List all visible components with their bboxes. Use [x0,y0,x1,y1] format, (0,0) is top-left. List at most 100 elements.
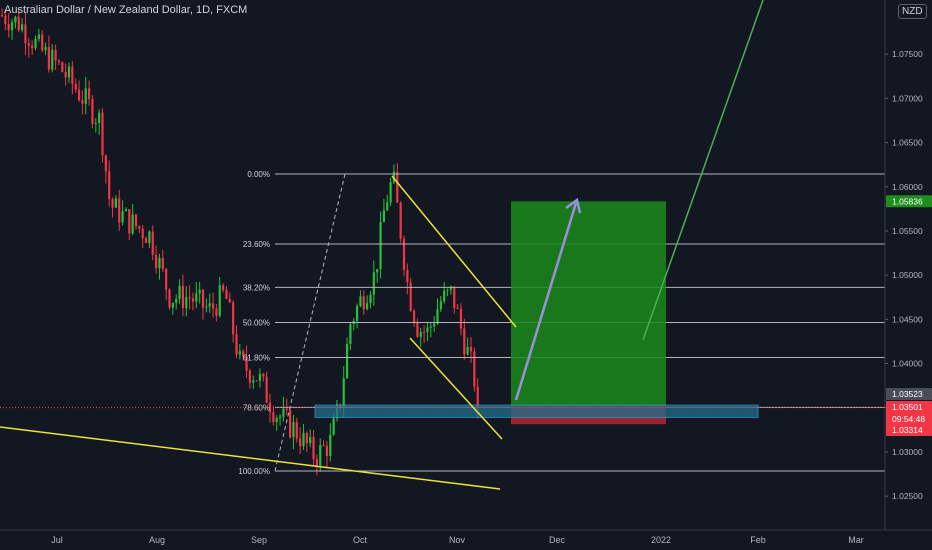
price-tick-label: 1.05500 [892,226,923,236]
price-badge-label: 1.03523 [892,389,923,399]
candle-body [302,432,305,447]
candle-body [399,202,402,239]
candle-body [356,306,359,321]
candle-body [84,88,87,104]
candle-body [74,83,77,90]
candle-body [282,408,285,417]
price-badge [886,401,932,425]
candle-body [64,71,67,78]
target-arrow [514,202,578,401]
candle-body [71,66,74,84]
candle-body [232,302,235,335]
candle-body [114,198,117,208]
candle-body [423,331,426,333]
time-tick-label: Nov [449,535,466,545]
fib-level-label: 50.00% [243,318,270,327]
fib-level-label: 78.60% [243,403,270,412]
candle-body [315,459,318,466]
candle-body [285,408,288,410]
price-badge-label: 1.05836 [892,196,923,206]
candle-body [295,422,298,439]
candle-body [181,285,184,309]
candle-body [108,171,111,199]
candle-body [151,231,154,255]
price-tick-label: 1.02500 [892,491,923,501]
candle-body [191,298,195,302]
candle-body [369,294,372,304]
price-badge-label: 1.03501 [892,402,923,412]
candle-body [319,444,322,466]
candle-body [252,380,255,383]
price-badge [886,424,932,436]
candle-body [215,308,218,316]
candle-body [329,434,332,456]
price-tick-label: 1.06500 [892,138,923,148]
candle-body [31,45,34,49]
candle-body [309,436,312,444]
candle-body [205,306,208,308]
candle-body [111,198,114,208]
candle-body [402,238,406,271]
candle-body [21,24,24,31]
lower-channel-line [409,337,503,440]
candle-body [94,122,97,124]
candle-body [34,38,37,49]
candle-body [198,289,201,294]
candle-body [41,34,44,51]
lower-trend-line [0,426,501,490]
currency-badge[interactable]: NZD [898,4,927,19]
candle-body [168,289,171,308]
price-badge-countdown: 09:54:48 [892,414,925,424]
candle-body [258,374,262,381]
price-tick-label: 1.07000 [892,93,923,103]
candle-body [473,351,476,387]
candle-body [188,297,191,299]
candle-body [262,374,265,377]
fib-level-label: 38.20% [243,283,270,292]
candle-body [392,171,396,183]
candle-body [436,309,439,324]
candle-body [0,15,4,17]
candle-body [24,24,27,44]
time-tick-label: Jul [51,535,63,545]
candle-body [463,328,466,355]
candle-body [456,307,459,309]
price-badge [886,195,932,208]
candle-body [4,15,7,25]
price-tick-label: 1.03000 [892,447,923,457]
candle-body [195,293,198,302]
candle-body [469,346,473,352]
candle-body [131,214,134,234]
time-tick-label: Oct [353,535,368,545]
price-tick-label: 1.06000 [892,182,923,192]
candle-body [37,34,40,39]
candle-body [101,112,104,156]
candle-body [255,380,258,382]
candle-body [88,88,91,100]
price-axis-panel [885,0,932,550]
candle-body [228,298,231,303]
fib-level-label: 100.00% [238,467,270,476]
candle-body [211,303,215,309]
candle-body [10,22,14,31]
candle-body [171,302,174,308]
candle-body [91,99,94,124]
candle-body [67,66,71,78]
candle-body [51,49,54,70]
candle-body [104,155,107,172]
candle-body [14,16,17,23]
candle-body [141,228,144,239]
candle-body [124,209,128,212]
candle-body [235,334,238,355]
time-tick-label: Aug [149,535,165,545]
candle-body [155,254,158,269]
candle-body [185,297,188,309]
candle-body [416,322,419,337]
candle-body [218,285,221,316]
candle-body [446,289,449,291]
candle-body [376,269,379,273]
candle-body [138,226,141,229]
